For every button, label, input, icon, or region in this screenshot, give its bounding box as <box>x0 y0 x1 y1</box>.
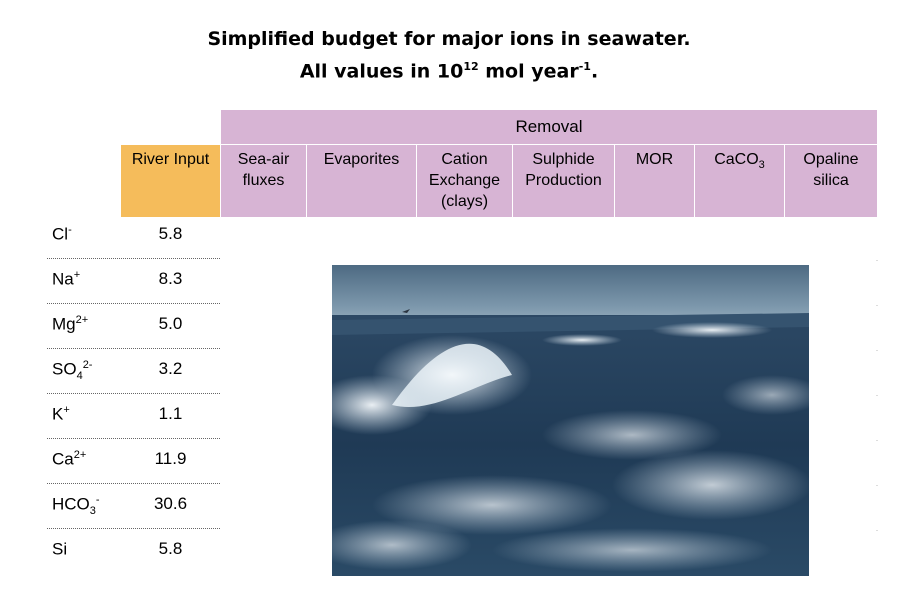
river-input-value: 5.8 <box>158 224 183 243</box>
column-caco3: CaCO3 <box>695 145 785 217</box>
title-line-1: Simplified budget for major ions in seaw… <box>207 28 691 50</box>
river-input-value: 5.8 <box>158 539 183 558</box>
ion-label: Si <box>52 539 68 559</box>
title-line-2: All values in 1012 mol year-1. <box>299 60 599 83</box>
river-input-value: 30.6 <box>153 494 188 513</box>
column-sulphide-production: Sulphide Production <box>513 145 615 217</box>
table-row: K+ 1.1 <box>47 394 220 439</box>
table-row: SO42- 3.2 <box>47 349 220 394</box>
column-mor: MOR <box>615 145 695 217</box>
edge-mark <box>876 305 878 306</box>
edge-mark <box>876 395 878 396</box>
ion-label: K+ <box>52 404 70 424</box>
column-cation-exchange: Cation Exchange (clays) <box>417 145 513 217</box>
edge-mark <box>876 440 878 441</box>
edge-mark <box>876 350 878 351</box>
table-row: Si 5.8 <box>47 529 220 573</box>
ion-label: HCO3- <box>52 494 100 518</box>
table-row: HCO3- 30.6 <box>47 484 220 529</box>
table-row: Ca2+ 11.9 <box>47 439 220 484</box>
column-sea-air-fluxes: Sea-air fluxes <box>221 145 307 217</box>
ion-label: Mg2+ <box>52 314 89 334</box>
river-input-value: 1.1 <box>158 404 183 423</box>
removal-header: Removal <box>221 110 877 144</box>
river-input-header: River Input <box>121 145 220 217</box>
ion-label: Na+ <box>52 269 81 289</box>
column-opaline-silica: Opaline silica <box>803 151 859 189</box>
river-input-value: 11.9 <box>154 449 187 468</box>
slide-title: Simplified budget for major ions in seaw… <box>0 26 898 85</box>
edge-mark <box>876 530 878 531</box>
ion-label: Ca2+ <box>52 449 87 469</box>
column-evaporites: Evaporites <box>307 145 417 217</box>
table-row: Cl- 5.8 <box>47 214 220 259</box>
ion-label: SO42- <box>52 359 93 383</box>
removal-columns: Sea-air fluxes Evaporites Cation Exchang… <box>221 145 877 217</box>
edge-mark <box>876 485 878 486</box>
ion-label: Cl- <box>52 224 72 244</box>
river-input-value: 3.2 <box>158 359 183 378</box>
table-row: Na+ 8.3 <box>47 259 220 304</box>
edge-mark <box>876 260 878 261</box>
ocean-waves-photo <box>332 265 809 576</box>
table-row: Mg2+ 5.0 <box>47 304 220 349</box>
river-input-value: 8.3 <box>158 269 183 288</box>
river-input-value: 5.0 <box>158 314 183 333</box>
